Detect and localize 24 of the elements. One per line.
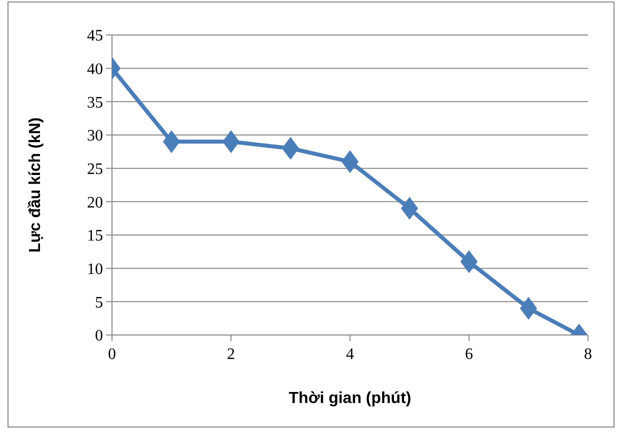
y-tick-label: 30 <box>87 128 103 145</box>
y-tick-label: 10 <box>87 260 103 278</box>
point <box>341 150 359 174</box>
y-axis-title: Lực đầu kích (kN) <box>27 117 44 253</box>
y-tick-label: 40 <box>87 60 103 78</box>
y-tick-label: 0 <box>95 328 103 345</box>
x-tick-label: 4 <box>346 346 354 363</box>
point <box>282 136 300 160</box>
point <box>222 130 240 154</box>
point <box>520 296 538 320</box>
y-tick-label: 35 <box>87 94 103 112</box>
x-tick-label: 0 <box>108 346 116 363</box>
point <box>162 130 180 154</box>
y-tick-label: 45 <box>87 28 103 45</box>
y-tick-label: 15 <box>87 228 103 245</box>
y-tick-label: 5 <box>95 294 103 312</box>
x-axis-title: Thời gian (phút) <box>288 390 412 407</box>
x-tick-label: 8 <box>584 346 592 363</box>
y-tick-label: 20 <box>87 194 103 212</box>
point <box>400 196 418 220</box>
x-tick-label: 6 <box>465 346 473 363</box>
y-tick-label: 25 <box>87 160 103 178</box>
x-tick-label: 2 <box>227 346 235 363</box>
point <box>460 250 478 274</box>
